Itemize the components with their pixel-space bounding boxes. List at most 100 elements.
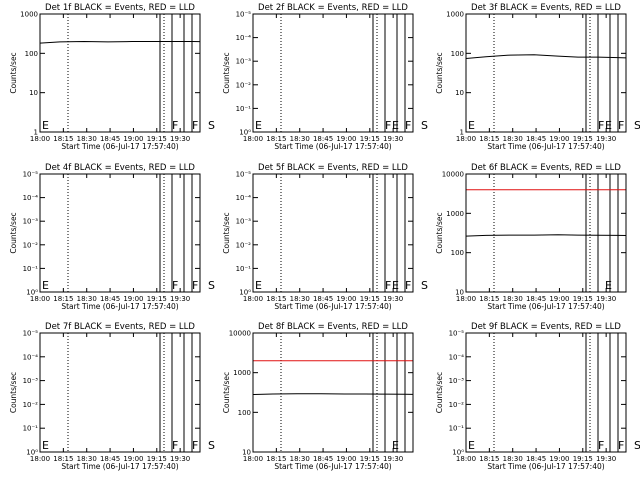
x-tick-label: 19:30 [383,135,403,143]
x-axis-label: Start Time (06-Jul-17 17:57:40) [487,142,604,151]
x-tick-label: 18:00 [456,135,476,143]
plot-area [280,174,406,292]
events-series-line [253,393,413,396]
x-tick-label: 18:30 [77,135,97,143]
y-tick-label: 10⁻¹ [23,425,39,433]
segment-marker-label: E [42,119,49,132]
x-tick-label: 18:15 [266,295,286,303]
y-tick-label: 10⁻² [449,401,465,409]
x-tick-label: 18:15 [53,295,73,303]
panel-det-3: Det 3f BLACK = Events, RED = LLDEFFSE18:… [435,3,640,151]
segment-marker-label: F [192,279,198,292]
plot-area [466,174,626,292]
y-tick-label: 1000 [446,210,464,218]
x-tick-label: 18:15 [53,455,73,463]
plot-frame [39,173,201,293]
y-tick-label: 10 [455,89,464,97]
y-tick-label: 100 [451,50,464,58]
segment-marker-label: E [468,119,475,132]
segment-marker-label: F [618,119,624,132]
y-tick-label: 10⁻² [236,241,252,249]
x-tick-label: 18:00 [30,135,50,143]
y-tick-label: 100 [238,409,251,417]
x-tick-label: 18:30 [77,295,97,303]
y-tick-label: 10⁻³ [236,218,252,226]
y-axis-label: Counts/sec [9,212,18,253]
segment-marker-label: E [392,119,399,132]
x-tick-label: 18:45 [313,455,333,463]
segment-marker-label: F [192,439,198,452]
plot-frame [465,13,627,133]
plot-area [67,174,193,292]
y-tick-label: 10⁰ [239,129,251,137]
segment-marker-label: F [172,279,178,292]
events-series-line [40,40,200,44]
y-tick-label: 10⁻⁴ [23,194,39,202]
y-tick-label: 1 [34,129,38,137]
x-axis-label: Start Time (06-Jul-17 17:57:40) [61,462,178,471]
x-tick-label: 18:45 [313,135,333,143]
segment-marker-label: F [618,439,624,452]
plot-area [253,333,413,452]
x-tick-label: 18:00 [456,455,476,463]
y-tick-label: 10⁻⁴ [449,353,465,361]
x-tick-label: 18:15 [479,295,499,303]
y-tick-label: 10⁰ [26,289,38,297]
x-tick-label: 19:00 [336,135,356,143]
x-axis-label: Start Time (06-Jul-17 17:57:40) [61,142,178,151]
panel-title: Det 7f BLACK = Events, RED = LLD [45,322,195,332]
y-tick-label: 10⁻² [23,241,39,249]
x-tick-label: 18:30 [503,455,523,463]
x-tick-label: 19:15 [147,295,167,303]
segment-marker-label: F [385,119,391,132]
x-tick-label: 19:00 [549,295,569,303]
y-tick-label: 10⁻⁴ [236,194,252,202]
x-tick-label: 18:15 [53,135,73,143]
segment-marker-label: S [208,439,215,452]
y-axis-label: Counts/sec [9,52,18,93]
y-tick-label: 10⁻⁴ [23,353,39,361]
y-tick-label: 10⁻⁵ [449,330,465,338]
x-tick-label: 18:00 [243,455,263,463]
panel-title: Det 9f BLACK = Events, RED = LLD [471,322,621,332]
x-tick-label: 18:30 [77,455,97,463]
x-tick-label: 19:00 [549,135,569,143]
x-tick-label: 18:00 [30,455,50,463]
y-tick-label: 10⁰ [239,289,251,297]
y-tick-label: 1000 [20,11,38,19]
y-tick-label: 10⁻³ [449,377,465,385]
panel-title: Det 3f BLACK = Events, RED = LLD [471,3,621,13]
x-tick-label: 18:45 [526,135,546,143]
x-tick-label: 19:30 [170,135,190,143]
segment-marker-label: F [598,439,604,452]
y-tick-label: 10⁻³ [236,58,252,66]
panel-title: Det 2f BLACK = Events, RED = LLD [258,3,408,13]
y-tick-label: 10⁻² [236,81,252,89]
plot-frame [252,332,414,453]
y-tick-label: 10⁻³ [23,218,39,226]
x-tick-label: 18:30 [290,455,310,463]
y-axis-label: Counts/sec [222,212,231,253]
y-tick-label: 1 [460,129,464,137]
y-tick-label: 10⁻⁴ [236,34,252,42]
y-tick-label: 10⁻¹ [236,265,252,273]
events-series-line [466,54,626,60]
x-tick-label: 18:00 [243,135,263,143]
segment-marker-label: E [42,439,49,452]
x-tick-label: 18:30 [290,295,310,303]
y-tick-label: 10⁻³ [23,377,39,385]
segment-marker-label: F [385,279,391,292]
x-tick-label: 19:15 [360,295,380,303]
y-tick-label: 100 [25,50,38,58]
panel-title: Det 4f BLACK = Events, RED = LLD [45,163,195,173]
x-tick-label: 19:15 [147,455,167,463]
x-tick-label: 19:00 [123,135,143,143]
x-tick-label: 18:30 [503,135,523,143]
x-tick-label: 18:00 [456,295,476,303]
plot-area [40,14,200,132]
x-tick-label: 18:15 [479,455,499,463]
